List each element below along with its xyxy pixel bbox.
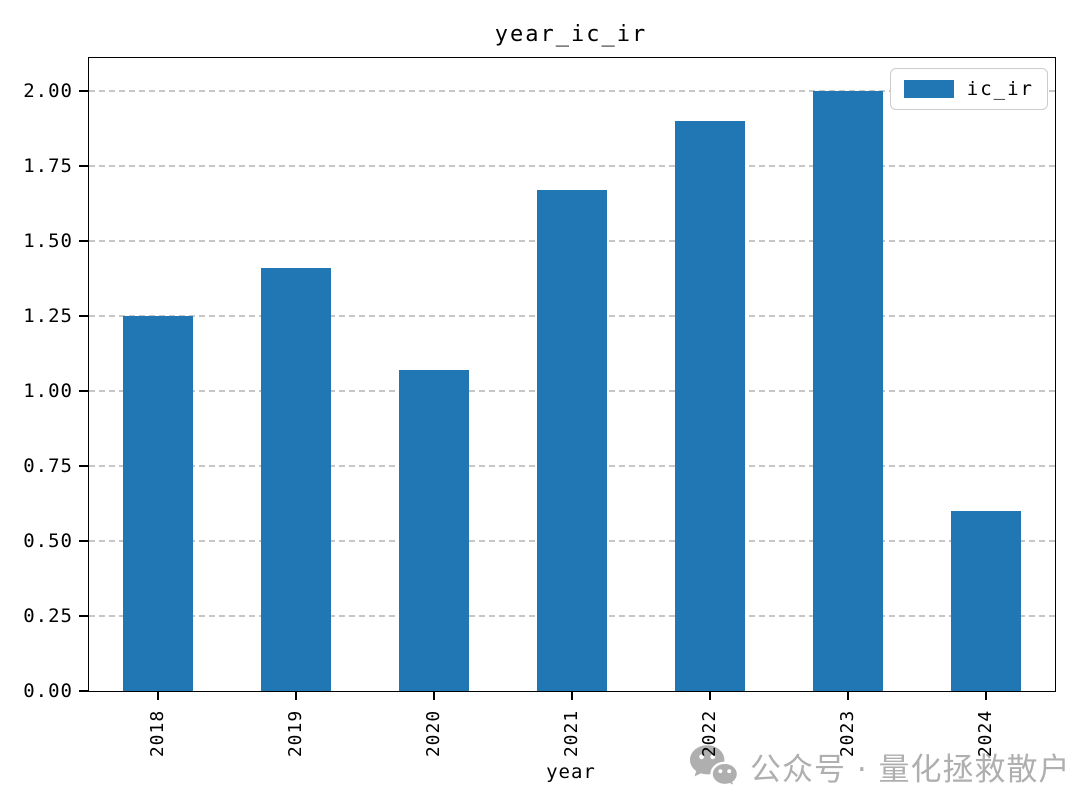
bar: [951, 511, 1021, 691]
bar: [123, 316, 193, 691]
y-tick-label: 0.50: [23, 530, 73, 552]
bar: [261, 268, 331, 691]
bar: [537, 190, 607, 691]
x-tick-label-text: 2018: [147, 709, 169, 757]
y-tick-label: 0.75: [23, 455, 73, 477]
bar: [813, 91, 883, 691]
x-tick-label-text: 2022: [699, 709, 721, 757]
y-tick: [79, 615, 88, 617]
y-tick-label: 2.00: [23, 80, 73, 102]
chart-title: year_ic_ir: [494, 22, 648, 47]
y-tick: [79, 540, 88, 542]
x-tick-label-text: 2019: [285, 709, 307, 757]
x-tick: [985, 691, 987, 700]
watermark: 公众号 · 量化拯救散户: [688, 742, 1071, 790]
gridline: [89, 165, 1055, 167]
x-tick: [571, 691, 573, 700]
y-tick-label: 1.00: [23, 380, 73, 402]
x-tick: [709, 691, 711, 700]
y-tick-label: 0.00: [23, 680, 73, 702]
y-tick: [79, 240, 88, 242]
x-tick-label: 2020: [403, 701, 465, 765]
y-tick: [79, 690, 88, 692]
watermark-text: 公众号 · 量化拯救散户: [750, 751, 1071, 788]
x-tick-label: 2019: [265, 701, 327, 765]
x-tick-label: 2023: [817, 701, 879, 765]
y-tick: [79, 90, 88, 92]
x-tick-label: 2022: [679, 701, 741, 765]
x-tick-label-text: 2020: [423, 709, 445, 757]
y-tick: [79, 315, 88, 317]
y-tick-label: 0.25: [23, 605, 73, 627]
x-tick: [157, 691, 159, 700]
plot-area: ic_ir 0.00 0.25 0.50 0.75 1.00 1.25 1.50 1.75 2.…: [23, 57, 1056, 757]
x-tick: [295, 691, 297, 700]
x-tick-label-text: 2024: [975, 709, 997, 757]
x-tick: [847, 691, 849, 700]
y-tick-label: 1.50: [23, 230, 73, 252]
bar: [399, 370, 469, 691]
y-tick: [79, 465, 88, 467]
y-tick: [79, 165, 88, 167]
y-tick-label: 1.75: [23, 155, 73, 177]
gridline: [89, 90, 1055, 92]
x-tick-label: 2024: [955, 701, 1017, 765]
x-tick-label-text: 2021: [561, 709, 583, 757]
legend-label: ic_ir: [966, 78, 1034, 100]
y-tick-label: 1.25: [23, 305, 73, 327]
x-tick-label: 2021: [541, 701, 603, 765]
bar: [675, 121, 745, 691]
wechat-icon: [690, 745, 740, 790]
x-axis-title: year: [546, 761, 596, 783]
legend-swatch: [903, 80, 954, 98]
x-tick: [433, 691, 435, 700]
y-tick: [79, 390, 88, 392]
x-tick-label-text: 2023: [837, 709, 859, 757]
x-tick-label: 2018: [127, 701, 189, 765]
legend: ic_ir: [889, 68, 1048, 110]
